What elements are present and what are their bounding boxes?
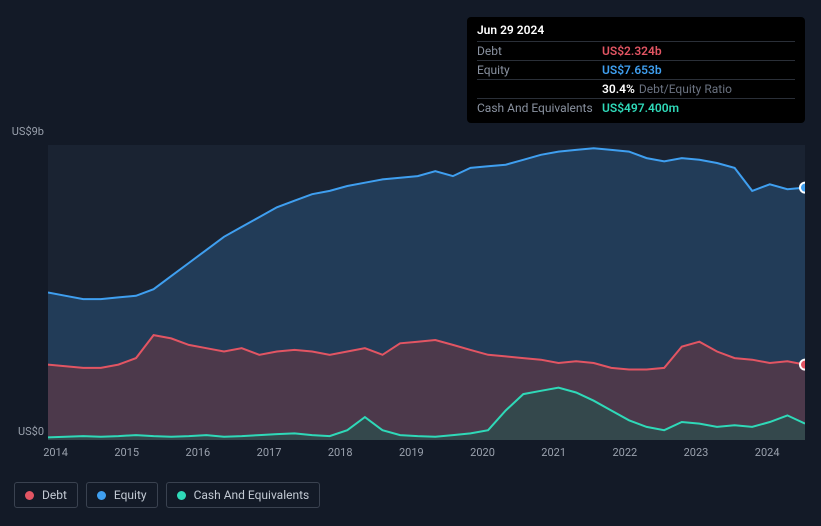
tooltip-row-label: Cash And Equivalents <box>477 101 602 115</box>
tooltip-row-value: 30.4% <box>602 82 635 96</box>
tooltip-row-label: Equity <box>477 63 602 77</box>
x-axis-tick: 2017 <box>257 446 282 459</box>
tooltip-row-sub: Debt/Equity Ratio <box>639 82 732 96</box>
tooltip-row: EquityUS$7.653b <box>477 60 795 79</box>
x-axis-tick: 2019 <box>399 446 424 459</box>
tooltip-row-label: Debt <box>477 44 602 58</box>
tooltip-row-value: US$2.324b <box>602 44 662 58</box>
x-axis-tick: 2022 <box>612 446 637 459</box>
legend-item-debt[interactable]: Debt <box>14 482 78 508</box>
series-marker-debt <box>800 360 805 370</box>
x-axis-tick: 2024 <box>755 446 780 459</box>
legend-label: Equity <box>114 488 147 502</box>
legend-dot-icon <box>177 491 186 500</box>
x-axis-tick: 2023 <box>684 446 709 459</box>
tooltip-row-value: US$7.653b <box>602 63 662 77</box>
x-axis-tick: 2018 <box>328 446 353 459</box>
x-axis: 2014201520162017201820192020202120222023… <box>48 446 805 466</box>
tooltip-date: Jun 29 2024 <box>477 23 795 41</box>
chart-plot <box>48 145 805 440</box>
tooltip-row: 30.4% Debt/Equity Ratio <box>477 79 795 98</box>
legend-item-cash-and-equivalents[interactable]: Cash And Equivalents <box>166 482 321 508</box>
tooltip-row: DebtUS$2.324b <box>477 41 795 60</box>
legend-dot-icon <box>25 491 34 500</box>
chart-tooltip: Jun 29 2024 DebtUS$2.324bEquityUS$7.653b… <box>467 17 805 123</box>
legend-label: Debt <box>42 488 67 502</box>
x-axis-tick: 2016 <box>186 446 211 459</box>
y-axis-tick-max: US$9b <box>4 125 44 138</box>
x-axis-tick: 2020 <box>470 446 495 459</box>
chart-legend: Debt Equity Cash And Equivalents <box>14 482 320 508</box>
series-marker-equity <box>800 183 805 193</box>
legend-label: Cash And Equivalents <box>194 488 310 502</box>
tooltip-row-value: US$497.400m <box>602 101 679 115</box>
x-axis-tick: 2021 <box>541 446 566 459</box>
legend-dot-icon <box>97 491 106 500</box>
tooltip-row: Cash And EquivalentsUS$497.400m <box>477 98 795 117</box>
x-axis-tick: 2015 <box>114 446 139 459</box>
legend-item-equity[interactable]: Equity <box>86 482 158 508</box>
y-axis-tick-min: US$0 <box>4 425 44 438</box>
x-axis-tick: 2014 <box>43 446 68 459</box>
